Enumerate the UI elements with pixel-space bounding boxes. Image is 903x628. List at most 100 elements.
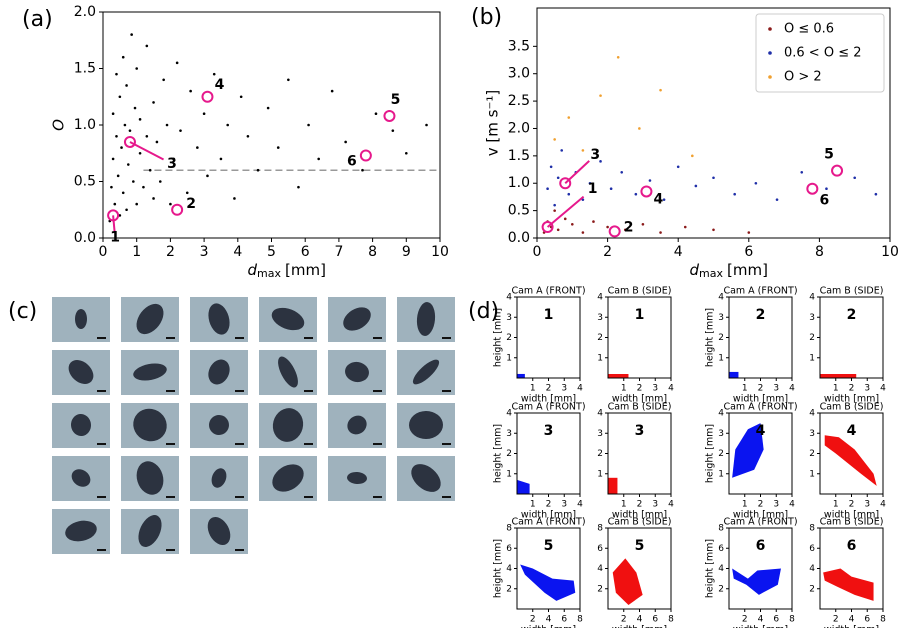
highlight-marker (831, 164, 844, 177)
data-point (546, 187, 549, 191)
y-tick-label: 1 (809, 469, 815, 479)
scale-bar (166, 337, 175, 339)
y-tick-label: 3 (718, 313, 724, 323)
y-tick-label: 3 (597, 429, 603, 439)
x-tick-label: 2 (849, 500, 855, 510)
data-point (135, 67, 138, 70)
data-point (219, 157, 223, 161)
data-point (659, 88, 662, 92)
legend-label: 0.6 < O ≤ 2 (784, 46, 862, 61)
data-point (549, 165, 553, 169)
data-point (638, 127, 641, 130)
particle-image-shape (209, 415, 230, 435)
scale-bar (373, 390, 382, 392)
y-tick-label: 8 (718, 524, 724, 534)
particle-label: 3 (544, 423, 554, 439)
x-tick-label: 2 (637, 500, 643, 510)
x-axis-label: dmax [mm] (690, 261, 768, 281)
particle-silhouette (608, 477, 618, 494)
data-point (125, 84, 128, 87)
highlight-marker (123, 135, 136, 148)
y-tick-label: 2 (718, 449, 724, 459)
x-tick-label: 3 (773, 500, 779, 510)
scale-bar (235, 549, 244, 551)
data-point (620, 170, 624, 174)
y-tick-label: 4 (597, 293, 603, 303)
scale-bar (373, 496, 382, 498)
x-tick-label: 1 (742, 384, 748, 394)
y-tick-label: 1 (506, 353, 512, 363)
x-tick-label: 4 (546, 615, 552, 625)
scale-bar (97, 390, 106, 392)
particle-image-shape (133, 363, 167, 381)
particle-silhouette (612, 558, 643, 605)
data-point (152, 197, 155, 200)
data-point (121, 55, 125, 59)
x-axis-label: width [mm] (521, 510, 576, 521)
particle-silhouette (517, 479, 530, 494)
data-point (691, 154, 694, 158)
highlight-leader (129, 141, 165, 161)
particle-label: 5 (544, 538, 554, 554)
data-point (609, 187, 613, 191)
cam-title: Cam A (FRONT) (723, 286, 797, 297)
y-axis-label: height [mm] (493, 308, 504, 367)
data-point (592, 220, 595, 223)
cam-title: Cam A (FRONT) (511, 402, 585, 413)
x-tick-label: 8 (880, 615, 886, 625)
x-tick-label: 8 (789, 615, 795, 625)
x-tick-label: 4 (789, 500, 795, 510)
data-point (121, 191, 125, 195)
data-point (662, 198, 666, 201)
highlight-label: 5 (824, 147, 834, 163)
data-point (616, 55, 620, 59)
y-tick-label: 0.5 (508, 203, 530, 219)
highlight-marker (171, 203, 184, 216)
y-tick-label: 2 (506, 449, 512, 459)
x-tick-label: 2 (833, 615, 839, 625)
x-tick-label: 4 (880, 500, 886, 510)
particle-label: 6 (756, 538, 766, 554)
data-point (874, 192, 878, 196)
data-point (111, 157, 115, 161)
highlight-marker (608, 225, 621, 238)
x-axis-label: width [mm] (612, 510, 667, 521)
scale-bar (304, 390, 313, 392)
y-tick-label: 1 (506, 469, 512, 479)
x-tick-label: 0 (533, 244, 542, 260)
highlight-marker (806, 182, 819, 195)
highlight-label: 5 (391, 92, 401, 108)
y-tick-label: 2 (506, 584, 512, 594)
particle-image-shape (272, 464, 304, 492)
data-point (128, 129, 132, 132)
particle-image-shape (207, 516, 231, 546)
x-tick-label: 2 (758, 384, 764, 394)
y-tick-label: 4 (506, 293, 512, 303)
x-label-unit: [mm] (727, 261, 768, 279)
data-point (212, 72, 216, 76)
x-tick-label: 8 (368, 244, 377, 260)
data-point (185, 191, 189, 195)
x-tick-label: 1 (530, 500, 536, 510)
y-axis-label: height [mm] (493, 539, 504, 598)
data-point (175, 61, 179, 65)
y-tick-label: 3 (809, 313, 815, 323)
y-tick-label: 1 (809, 353, 815, 363)
data-point (747, 231, 751, 234)
data-point (126, 163, 130, 166)
data-point (113, 202, 117, 206)
scale-bar (97, 337, 106, 339)
x-tick-label: 2 (603, 244, 612, 260)
cam-title: Cam B (SIDE) (820, 517, 884, 528)
x-axis-label: width [mm] (612, 625, 667, 628)
x-tick-label: 4 (668, 500, 674, 510)
x-tick-label: 3 (561, 500, 567, 510)
data-point (567, 192, 571, 196)
cam-title: Cam A (FRONT) (723, 402, 797, 413)
data-point (206, 174, 209, 178)
scale-bar (97, 443, 106, 445)
y-tick-label: 2 (718, 333, 724, 343)
scale-bar (304, 443, 313, 445)
x-tick-label: 4 (674, 244, 683, 260)
